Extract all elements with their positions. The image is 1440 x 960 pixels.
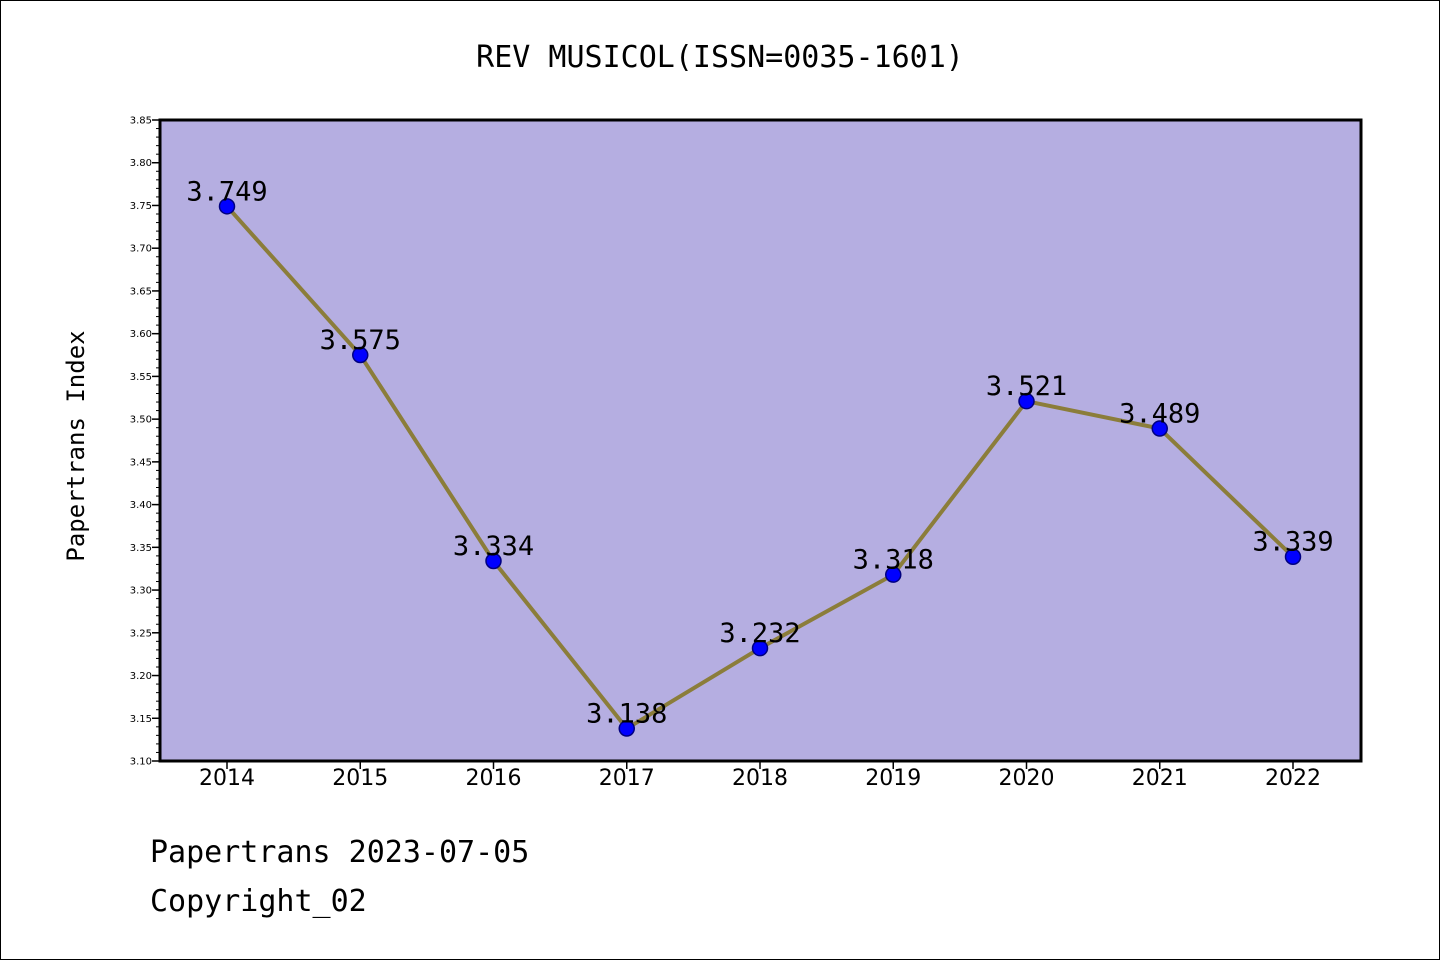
- footer-copyright-text: Copyright_02: [150, 884, 367, 919]
- x-tick-label: 2019: [865, 766, 921, 791]
- data-point-marker: [1151, 420, 1168, 437]
- plot-area: [158, 118, 1363, 763]
- x-tick-label: 2021: [1132, 766, 1188, 791]
- data-point-marker: [218, 198, 236, 215]
- data-point-marker: [1284, 548, 1302, 565]
- y-tick-label: 3.10: [130, 757, 152, 768]
- data-label: 3.334: [453, 531, 534, 562]
- data-point-marker: [485, 552, 502, 570]
- y-tick-label: 3.65: [130, 286, 152, 297]
- x-tick-label: 2022: [1265, 766, 1321, 791]
- chart-title: REV MUSICOL(ISSN=0035-1601): [476, 40, 964, 75]
- data-point-marker: [885, 566, 902, 583]
- data-point-marker: [1018, 392, 1035, 410]
- x-tick-label: 2014: [199, 766, 255, 791]
- data-label: 3.318: [853, 545, 934, 576]
- y-axis-label: Papertrans Index: [62, 330, 90, 561]
- data-point-marker: [751, 639, 769, 657]
- series-markers: [218, 198, 1302, 737]
- x-tick-label: 2018: [732, 766, 788, 791]
- y-tick-label: 3.20: [130, 671, 152, 682]
- data-label: 3.521: [986, 371, 1067, 402]
- y-tick-label: 3.55: [130, 372, 152, 383]
- y-tick-label: 3.40: [130, 500, 152, 511]
- y-tick-label: 3.35: [130, 543, 152, 554]
- y-tick-label: 3.60: [130, 329, 152, 340]
- data-label: 3.232: [719, 618, 800, 649]
- y-tick-label: 3.70: [130, 244, 152, 255]
- y-tick-label: 3.25: [130, 628, 152, 639]
- data-label: 3.339: [1252, 527, 1333, 558]
- y-tick-label: 3.75: [130, 201, 152, 212]
- x-tick-label: 2015: [332, 766, 388, 791]
- y-axis: 3.10 3.15 3.20 3.25 3.30 3.35 3.40 3.45 3.50 3.55…: [130, 116, 160, 768]
- y-tick-label: 3.50: [130, 415, 152, 426]
- x-tick-label: 2016: [466, 766, 522, 791]
- y-tick-label: 3.15: [130, 714, 152, 725]
- y-tick-label: 3.85: [130, 116, 152, 127]
- x-axis: 2014 2015 2016 2017 2018 2019 2020 2021 2022: [199, 761, 1321, 791]
- data-point-marker: [618, 720, 635, 737]
- data-label: 3.138: [586, 699, 667, 730]
- data-point-marker: [352, 346, 369, 364]
- data-label: 3.489: [1119, 399, 1200, 430]
- data-label: 3.749: [186, 176, 267, 207]
- footer-date-text: Papertrans 2023-07-05: [150, 835, 530, 870]
- y-tick-label: 3.80: [130, 158, 152, 169]
- y-tick-label: 3.45: [130, 457, 152, 468]
- y-tick-label: 3.30: [130, 586, 152, 597]
- x-tick-label: 2020: [999, 766, 1055, 791]
- data-labels: 3.749 3.575 3.334 3.138 3.232 3.318 3.521 3.489…: [186, 176, 1333, 729]
- x-tick-label: 2017: [599, 766, 655, 791]
- data-label: 3.575: [320, 325, 401, 356]
